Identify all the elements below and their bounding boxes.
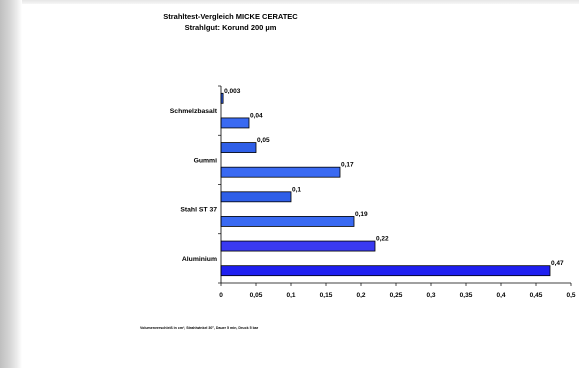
chart-sheet [22,4,579,368]
x-tick-label: 0,45 [530,292,543,299]
chart-title: Strahltest-Vergleich MICKE CERATEC [163,12,298,21]
bar-value-label: 0,22 [376,236,389,243]
page-edge-shadow [0,0,22,368]
bar-value-label: 0,17 [341,162,354,169]
x-tick-label: 0,4 [496,292,505,299]
x-tick-label: 0,3 [426,292,435,299]
bar [220,142,257,153]
bar [220,191,292,203]
bar-value-label: 0,003 [224,88,241,95]
category-label: Stahl ST 37 [180,207,217,214]
x-tick-label: 0,2 [356,292,365,299]
page-edge-top [0,0,579,6]
bar [220,216,355,227]
x-tick-label: 0,25 [390,292,403,299]
bar-value-label: 0,04 [250,112,263,119]
bar-value-label: 0,1 [292,186,301,193]
category-label: Schmelzbasalt [170,108,218,115]
bar [220,117,250,129]
chart-subtitle: Strahlgut: Korund 200 µm [184,23,277,32]
x-tick-label: 0,15 [320,292,333,299]
bar-value-label: 0,05 [257,137,270,144]
x-tick-label: 0,5 [566,292,575,299]
category-label: Gummi [194,157,218,164]
bar-value-label: 0,47 [551,260,564,267]
bar-value-label: 0,19 [355,211,368,218]
bar [220,240,376,252]
x-tick-label: 0,35 [460,292,473,299]
bar [220,265,551,277]
bar [220,166,341,178]
x-tick-label: 0 [219,292,223,299]
category-label: Aluminium [182,256,217,263]
chart-footnote: Volumenverschleiß in cm³, Strahlwinkel 3… [140,326,259,330]
x-tick-label: 0,1 [286,292,295,299]
x-tick-label: 0,05 [250,292,263,299]
